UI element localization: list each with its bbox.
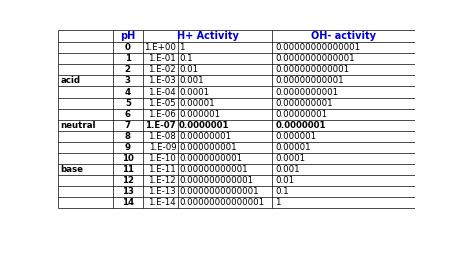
Text: 0.001: 0.001 [275, 165, 300, 174]
Text: 0.0001: 0.0001 [179, 88, 209, 97]
Text: 1.E-09: 1.E-09 [148, 143, 176, 152]
Text: 0.0000000001: 0.0000000001 [275, 88, 338, 97]
Text: 1.E-14: 1.E-14 [148, 198, 176, 207]
Text: 0.000000000001: 0.000000000001 [275, 65, 349, 74]
Text: 1.E+00: 1.E+00 [144, 43, 176, 52]
Text: 0.1: 0.1 [275, 187, 289, 196]
Text: 0.0000000000001: 0.0000000000001 [179, 187, 259, 196]
Text: 0.00000000001: 0.00000000001 [275, 76, 344, 85]
Text: 0.000000001: 0.000000001 [179, 143, 237, 152]
Text: 0.0000000001: 0.0000000001 [179, 154, 242, 163]
Text: 0.00000001: 0.00000001 [179, 132, 231, 141]
Text: 4: 4 [125, 88, 131, 97]
Text: neutral: neutral [60, 121, 96, 130]
Text: 2: 2 [125, 65, 131, 74]
Text: 13: 13 [122, 187, 134, 196]
Text: 9: 9 [125, 143, 131, 152]
Text: 0.00000001: 0.00000001 [275, 110, 327, 119]
Text: 5: 5 [125, 99, 131, 108]
Text: 0.0001: 0.0001 [275, 154, 305, 163]
Text: pH: pH [120, 31, 136, 41]
Text: 1: 1 [179, 43, 184, 52]
Text: 1.E-07: 1.E-07 [146, 121, 176, 130]
Text: 0.0000000000001: 0.0000000000001 [275, 54, 355, 63]
Text: 12: 12 [122, 176, 134, 185]
Text: 1.E-02: 1.E-02 [148, 65, 176, 74]
Text: 3: 3 [125, 76, 131, 85]
Text: 7: 7 [125, 121, 131, 130]
Text: 1.E-12: 1.E-12 [148, 176, 176, 185]
Text: 0.000001: 0.000001 [275, 132, 316, 141]
Text: 0.001: 0.001 [179, 76, 204, 85]
Text: 0.01: 0.01 [179, 65, 198, 74]
Text: OH- activity: OH- activity [311, 31, 376, 41]
Text: 10: 10 [122, 154, 134, 163]
Text: 0.00001: 0.00001 [179, 99, 215, 108]
Text: 8: 8 [125, 132, 131, 141]
Text: 0.00000000000001: 0.00000000000001 [179, 198, 264, 207]
Text: 0.01: 0.01 [275, 176, 294, 185]
Text: 1.E-04: 1.E-04 [148, 88, 176, 97]
Text: 1.E-03: 1.E-03 [148, 76, 176, 85]
Text: 1.E-11: 1.E-11 [148, 165, 176, 174]
Text: 0.000000001: 0.000000001 [275, 99, 333, 108]
Text: 0.000001: 0.000001 [179, 110, 220, 119]
Text: 0.00000000000001: 0.00000000000001 [275, 43, 361, 52]
Text: 1: 1 [275, 198, 281, 207]
Text: 1.E-10: 1.E-10 [148, 154, 176, 163]
Text: acid: acid [60, 76, 81, 85]
Text: 1.E-05: 1.E-05 [148, 99, 176, 108]
Text: 6: 6 [125, 110, 131, 119]
Text: 0.1: 0.1 [179, 54, 193, 63]
Text: 1.E-06: 1.E-06 [148, 110, 176, 119]
Text: 1: 1 [125, 54, 131, 63]
Text: H+ Activity: H+ Activity [177, 31, 238, 41]
Text: 14: 14 [122, 198, 134, 207]
Text: 1.E-08: 1.E-08 [148, 132, 176, 141]
Text: 0.00001: 0.00001 [275, 143, 311, 152]
Text: 1.E-13: 1.E-13 [148, 187, 176, 196]
Text: 11: 11 [122, 165, 134, 174]
Text: 0.00000000001: 0.00000000001 [179, 165, 248, 174]
Text: 0.0000001: 0.0000001 [275, 121, 326, 130]
Text: base: base [60, 165, 83, 174]
Text: 0: 0 [125, 43, 131, 52]
Text: 0.000000000001: 0.000000000001 [179, 176, 253, 185]
Text: 1.E-01: 1.E-01 [148, 54, 176, 63]
Text: 0.0000001: 0.0000001 [179, 121, 230, 130]
